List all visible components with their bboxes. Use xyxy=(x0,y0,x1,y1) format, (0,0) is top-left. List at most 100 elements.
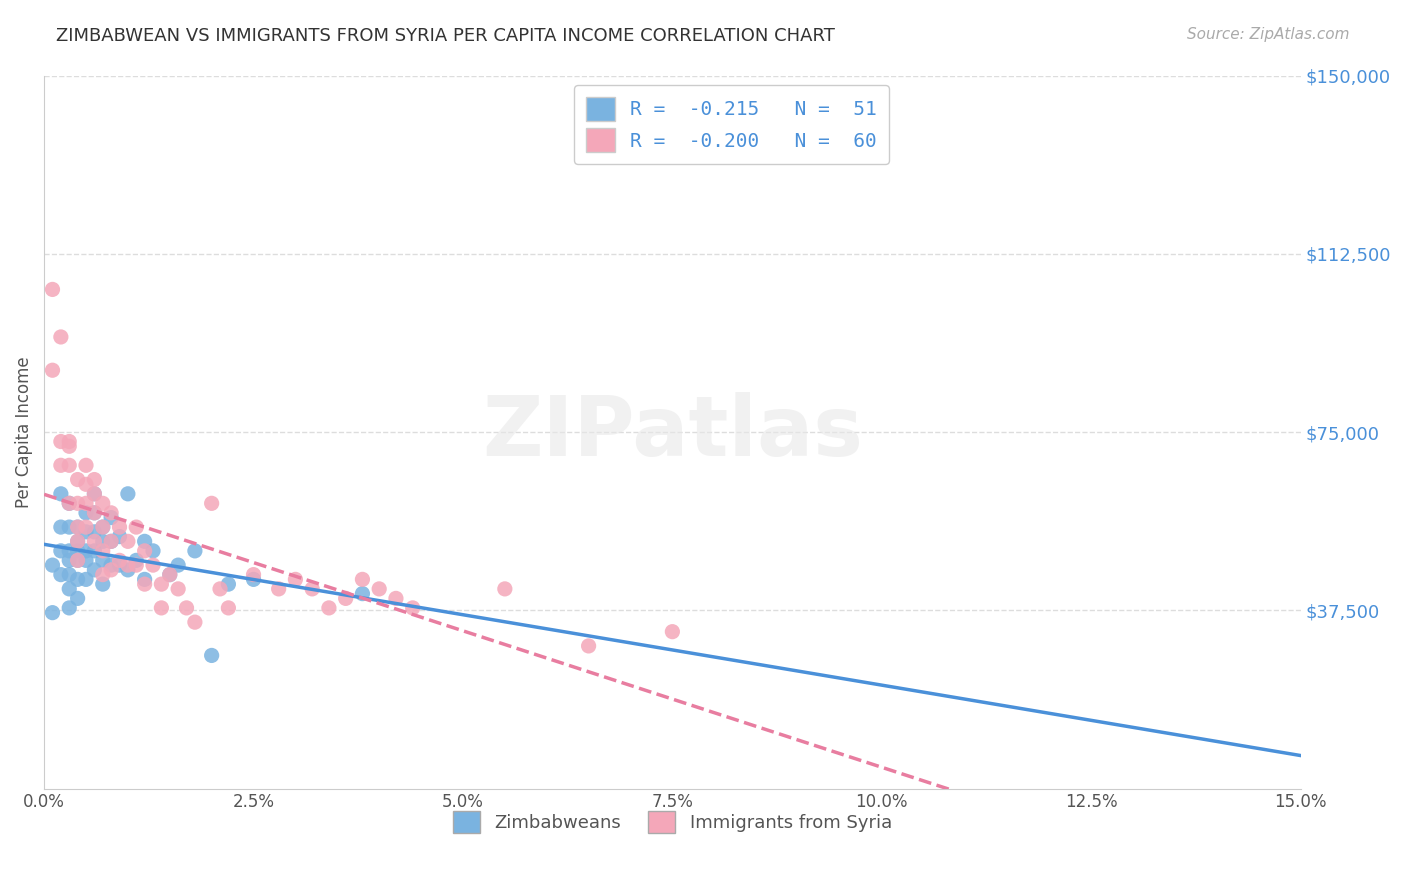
Point xyxy=(66,534,89,549)
Point xyxy=(661,624,683,639)
Point xyxy=(284,573,307,587)
Point xyxy=(58,434,80,449)
Text: Source: ZipAtlas.com: Source: ZipAtlas.com xyxy=(1187,27,1350,42)
Point xyxy=(66,591,89,606)
Point xyxy=(91,534,114,549)
Point xyxy=(91,567,114,582)
Point xyxy=(91,496,114,510)
Point xyxy=(242,573,264,587)
Point xyxy=(142,558,165,573)
Point xyxy=(91,544,114,558)
Point xyxy=(75,544,97,558)
Point xyxy=(75,458,97,473)
Point xyxy=(66,573,89,587)
Point xyxy=(100,563,122,577)
Point xyxy=(58,582,80,596)
Point xyxy=(301,582,323,596)
Y-axis label: Per Capita Income: Per Capita Income xyxy=(15,356,32,508)
Point xyxy=(58,496,80,510)
Point xyxy=(49,487,72,501)
Point xyxy=(66,553,89,567)
Point xyxy=(83,506,105,520)
Point xyxy=(58,439,80,453)
Point xyxy=(117,534,139,549)
Point xyxy=(58,520,80,534)
Point xyxy=(58,553,80,567)
Point xyxy=(167,582,190,596)
Point xyxy=(83,487,105,501)
Point xyxy=(142,544,165,558)
Point xyxy=(41,282,63,296)
Legend: Zimbabweans, Immigrants from Syria: Zimbabweans, Immigrants from Syria xyxy=(441,800,903,844)
Point xyxy=(49,458,72,473)
Point xyxy=(83,563,105,577)
Point xyxy=(385,591,408,606)
Point xyxy=(352,573,374,587)
Point xyxy=(267,582,290,596)
Point xyxy=(49,330,72,344)
Point xyxy=(66,473,89,487)
Point xyxy=(167,558,190,573)
Point xyxy=(100,534,122,549)
Point xyxy=(75,520,97,534)
Point xyxy=(368,582,391,596)
Point xyxy=(108,553,131,567)
Point xyxy=(83,524,105,539)
Point xyxy=(66,520,89,534)
Point xyxy=(108,558,131,573)
Point xyxy=(108,530,131,544)
Point xyxy=(41,363,63,377)
Point xyxy=(49,567,72,582)
Point xyxy=(117,487,139,501)
Point xyxy=(184,544,207,558)
Point xyxy=(134,577,156,591)
Point xyxy=(184,615,207,629)
Point xyxy=(117,558,139,573)
Point xyxy=(159,567,181,582)
Point xyxy=(66,496,89,510)
Point xyxy=(125,558,148,573)
Point xyxy=(66,534,89,549)
Point xyxy=(49,520,72,534)
Point xyxy=(150,577,173,591)
Point xyxy=(75,506,97,520)
Point xyxy=(201,648,224,663)
Point xyxy=(83,534,105,549)
Point xyxy=(91,553,114,567)
Point xyxy=(91,520,114,534)
Point xyxy=(75,573,97,587)
Point xyxy=(41,558,63,573)
Point xyxy=(134,534,156,549)
Point xyxy=(494,582,516,596)
Text: ZIMBABWEAN VS IMMIGRANTS FROM SYRIA PER CAPITA INCOME CORRELATION CHART: ZIMBABWEAN VS IMMIGRANTS FROM SYRIA PER … xyxy=(56,27,835,45)
Point xyxy=(242,567,264,582)
Point xyxy=(58,567,80,582)
Point xyxy=(100,558,122,573)
Point xyxy=(41,606,63,620)
Point xyxy=(49,434,72,449)
Point xyxy=(578,639,600,653)
Point xyxy=(75,553,97,567)
Point xyxy=(66,520,89,534)
Point xyxy=(83,473,105,487)
Text: ZIPatlas: ZIPatlas xyxy=(482,392,863,473)
Point xyxy=(100,510,122,524)
Point xyxy=(125,553,148,567)
Point xyxy=(117,563,139,577)
Point xyxy=(125,520,148,534)
Point xyxy=(208,582,231,596)
Point xyxy=(66,544,89,558)
Point xyxy=(402,601,425,615)
Point xyxy=(100,534,122,549)
Point xyxy=(75,477,97,491)
Point xyxy=(217,601,239,615)
Point xyxy=(58,496,80,510)
Point xyxy=(201,496,224,510)
Point xyxy=(217,577,239,591)
Point xyxy=(91,520,114,534)
Point xyxy=(150,601,173,615)
Point xyxy=(335,591,357,606)
Point xyxy=(58,601,80,615)
Point xyxy=(318,601,340,615)
Point xyxy=(58,544,80,558)
